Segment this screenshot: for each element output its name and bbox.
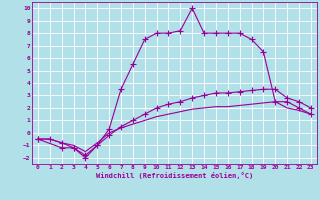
- X-axis label: Windchill (Refroidissement éolien,°C): Windchill (Refroidissement éolien,°C): [96, 172, 253, 179]
